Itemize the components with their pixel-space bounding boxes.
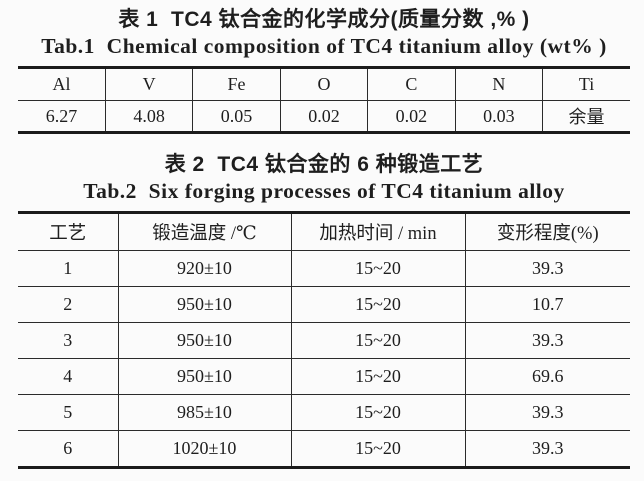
table1-header-row: Al V Fe O C N Ti (18, 67, 630, 101)
table2-cell-process: 1 (18, 250, 119, 287)
table2-caption-zh: 表 2 TC4 钛合金的 6 种锻造工艺 (164, 153, 484, 176)
table2-header-temperature: 锻造温度 /℃ (117, 212, 292, 251)
table2-cell-time: 15~20 (290, 322, 466, 359)
table1-value-ti: 余量 (542, 100, 630, 133)
table2-header-row: 工艺 锻造温度 /℃ 加热时间 / min 变形程度(%) (18, 212, 630, 251)
table2-cell-deformation: 39.3 (464, 250, 630, 287)
table1-value-n: 0.03 (454, 100, 544, 133)
table2-cell-process: 4 (18, 358, 119, 395)
table2-cell-process: 2 (18, 286, 119, 323)
section-spacer (18, 134, 630, 151)
table2-row-6: 6 1020±10 15~20 39.3 (18, 430, 630, 468)
table2-cell-time: 15~20 (290, 286, 466, 323)
table2-cell-deformation: 39.3 (464, 322, 630, 359)
table1-caption-en: Tab.1 Chemical composition of TC4 titani… (41, 34, 607, 58)
table2-cell-time: 15~20 (290, 358, 466, 395)
table2-cell-deformation: 39.3 (464, 430, 630, 468)
table1-value-row: 6.27 4.08 0.05 0.02 0.02 0.03 余量 (18, 100, 630, 133)
table1-caption-zh: 表 1 TC4 钛合金的化学成分(质量分数 ,% ) (118, 8, 530, 31)
table1-value-c: 0.02 (367, 100, 456, 133)
table2-cell-process: 6 (18, 430, 119, 468)
table2-cell-deformation: 39.3 (464, 394, 630, 431)
table2-cell-process: 5 (18, 394, 119, 431)
table2-header-deformation: 变形程度(%) (464, 212, 630, 251)
table2-header-process: 工艺 (18, 212, 119, 251)
table1-value-o: 0.02 (279, 100, 369, 133)
table1-header-v: V (104, 67, 194, 101)
table2-cell-temperature: 950±10 (117, 286, 292, 323)
table1-header-al: Al (18, 67, 106, 101)
table1-header-ti: Ti (542, 67, 630, 101)
table2-caption-en: Tab.2 Six forging processes of TC4 titan… (83, 179, 565, 203)
table1-value-al: 6.27 (18, 100, 106, 133)
table1-header-n: N (454, 67, 544, 101)
table2-row-3: 3 950±10 15~20 39.3 (18, 322, 630, 359)
table1-header-fe: Fe (192, 67, 281, 101)
table2-row-4: 4 950±10 15~20 69.6 (18, 358, 630, 395)
table2-cell-deformation: 10.7 (464, 286, 630, 323)
table2-header-time: 加热时间 / min (290, 212, 466, 251)
table2-row-5: 5 985±10 15~20 39.3 (18, 394, 630, 431)
table2-cell-time: 15~20 (290, 430, 466, 468)
table2-cell-temperature: 1020±10 (117, 430, 292, 468)
table2-cell-time: 15~20 (290, 250, 466, 287)
table1-value-fe: 0.05 (192, 100, 281, 133)
table2-cell-temperature: 920±10 (117, 250, 292, 287)
table1-chemical-composition: Al V Fe O C N Ti 6.27 4.08 0.05 0.02 0.0… (18, 66, 630, 134)
table2-forging-processes: 工艺 锻造温度 /℃ 加热时间 / min 变形程度(%) 1 920±10 1… (18, 211, 630, 469)
table2-cell-temperature: 985±10 (117, 394, 292, 431)
table1-header-o: O (279, 67, 369, 101)
table1-header-c: C (367, 67, 456, 101)
table2-row-2: 2 950±10 15~20 10.7 (18, 286, 630, 323)
table2-cell-deformation: 69.6 (464, 358, 630, 395)
table1-value-v: 4.08 (104, 100, 194, 133)
table2-row-1: 1 920±10 15~20 39.3 (18, 250, 630, 287)
table2-cell-process: 3 (18, 322, 119, 359)
table2-cell-temperature: 950±10 (117, 358, 292, 395)
table2-cell-time: 15~20 (290, 394, 466, 431)
table2-cell-temperature: 950±10 (117, 322, 292, 359)
